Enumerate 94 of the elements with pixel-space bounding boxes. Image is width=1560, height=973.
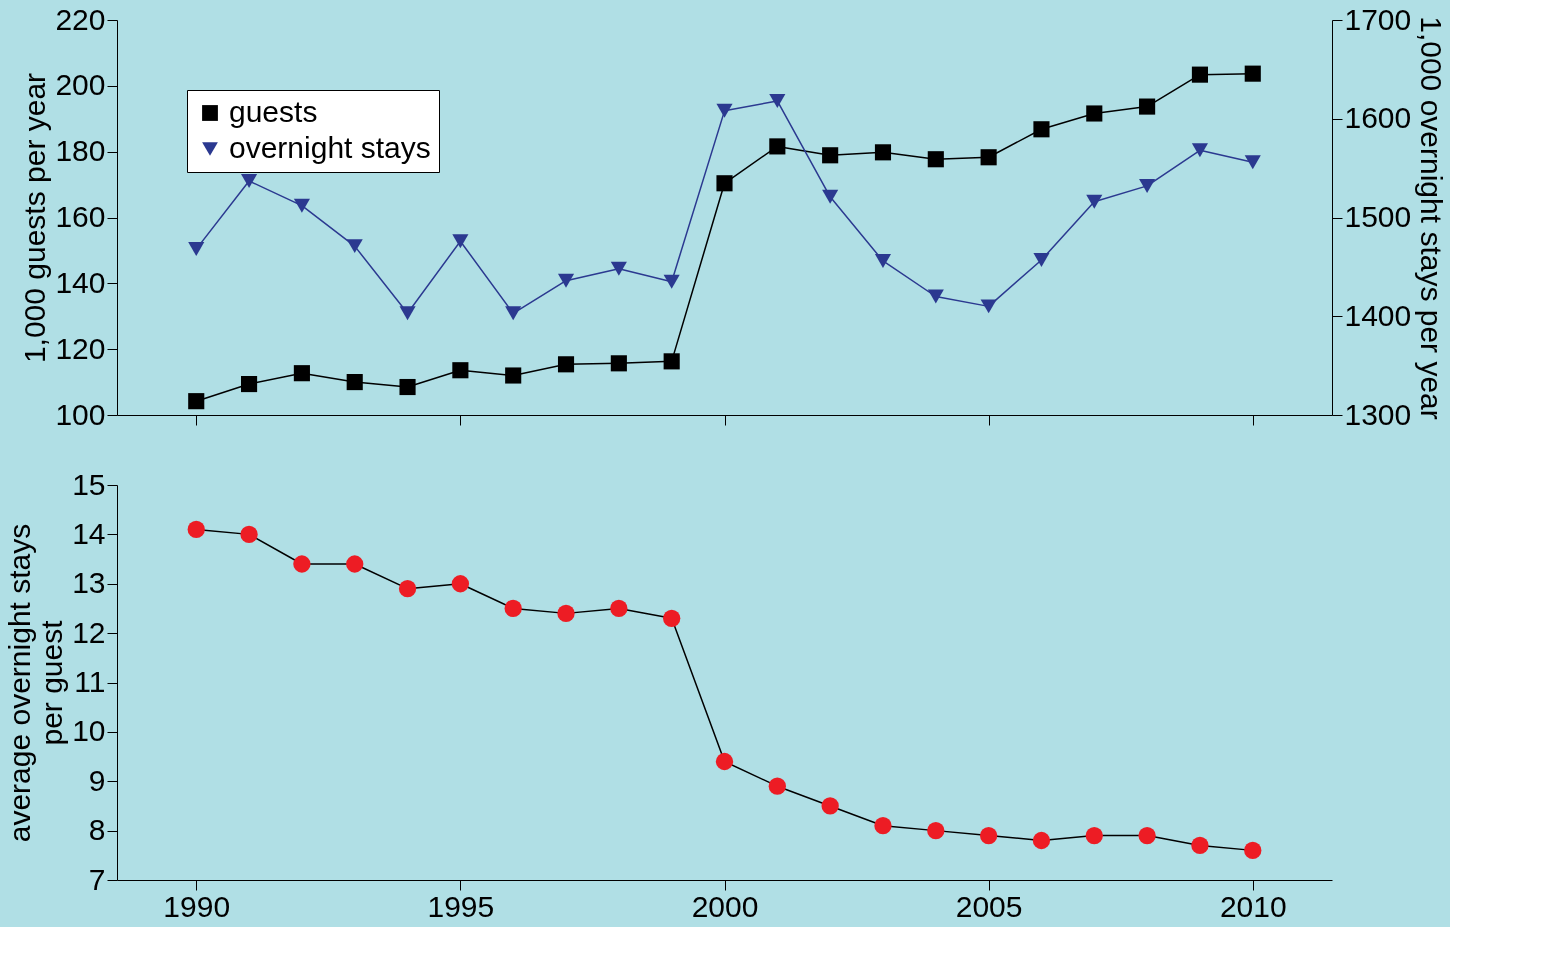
point [241, 376, 258, 393]
y-tick-label: 11 [74, 665, 106, 698]
point [610, 599, 628, 618]
y-tick-label: 15 [72, 467, 106, 501]
point [188, 242, 205, 257]
point [398, 580, 417, 598]
point [505, 306, 522, 321]
point [557, 273, 575, 288]
y2-tick-label: 1300 [1344, 397, 1412, 431]
y-tick-label: 13 [72, 566, 106, 600]
x-tick-label: 2005 [955, 889, 1023, 923]
point [610, 355, 627, 372]
point [1191, 66, 1208, 83]
point [505, 367, 522, 384]
point [1086, 105, 1103, 122]
point [716, 103, 733, 118]
point [188, 393, 205, 410]
y-tick-label: 180 [55, 134, 106, 168]
point [874, 253, 892, 268]
point [663, 353, 680, 370]
y-tick-label: 160 [55, 200, 106, 233]
point [980, 299, 997, 314]
y-tick-label: 220 [55, 2, 106, 36]
point [1244, 65, 1261, 82]
point [927, 821, 945, 840]
y-tick-label: 8 [88, 813, 106, 847]
y-tick-label: 140 [55, 265, 106, 299]
y-tick-label: 7 [88, 862, 106, 896]
point [1033, 121, 1050, 138]
point [557, 356, 575, 373]
x-tick-label: 1990 [163, 889, 231, 923]
point [1032, 831, 1051, 850]
point [1244, 841, 1262, 860]
point [504, 599, 522, 618]
point [1191, 836, 1209, 855]
y-tick-label: 14 [72, 516, 106, 550]
point [769, 138, 786, 155]
point [293, 198, 310, 213]
y-tick-label: 200 [55, 68, 106, 102]
point [979, 826, 998, 845]
legend-label: overnight stays [229, 131, 431, 164]
y-axis-title: average overnight stays per guest [3, 523, 69, 843]
x-tick-label: 1995 [427, 889, 495, 923]
point [240, 525, 258, 544]
point [1138, 826, 1156, 845]
point [293, 555, 311, 573]
y-tick-label: 100 [55, 397, 106, 431]
x-tick-label: 2000 [691, 889, 759, 923]
point [293, 365, 310, 382]
y2-axis-title: 1,000 overnight stays per year [1415, 16, 1449, 420]
point [557, 604, 575, 623]
point [452, 234, 469, 249]
point [663, 609, 681, 627]
point [452, 362, 469, 379]
y-tick-label: 120 [55, 331, 106, 365]
x-tick-label: 2010 [1219, 889, 1287, 923]
point [663, 274, 680, 289]
point [980, 149, 997, 166]
point [1191, 143, 1208, 158]
point [1033, 252, 1050, 267]
point [346, 555, 364, 573]
point [769, 93, 786, 108]
point [451, 575, 470, 593]
y2-tick-label: 1600 [1344, 101, 1412, 135]
y-axis-title: 1,000 guests per year [18, 72, 52, 364]
point [874, 144, 892, 161]
point [346, 239, 363, 254]
point [187, 520, 205, 539]
point [821, 797, 839, 815]
point [716, 175, 733, 192]
y2-tick-label: 1700 [1344, 2, 1412, 36]
point [1086, 194, 1103, 209]
point [927, 151, 944, 168]
point [610, 261, 627, 276]
point [1139, 178, 1156, 193]
y2-tick-label: 1500 [1344, 200, 1412, 233]
point [399, 306, 416, 321]
y-tick-label: 12 [72, 615, 106, 649]
point [1244, 155, 1261, 170]
point [241, 173, 258, 188]
point [822, 189, 839, 204]
point [715, 752, 734, 771]
y2-tick-label: 1400 [1344, 298, 1412, 332]
point [768, 777, 786, 795]
point [874, 817, 892, 835]
point [822, 147, 839, 164]
y-tick-label: 10 [72, 714, 106, 748]
point [346, 374, 363, 391]
legend-label: guests [229, 95, 318, 128]
point [1139, 98, 1156, 115]
point [927, 289, 944, 304]
y-tick-label: 9 [88, 763, 106, 797]
point [399, 378, 416, 396]
point [1085, 826, 1103, 845]
